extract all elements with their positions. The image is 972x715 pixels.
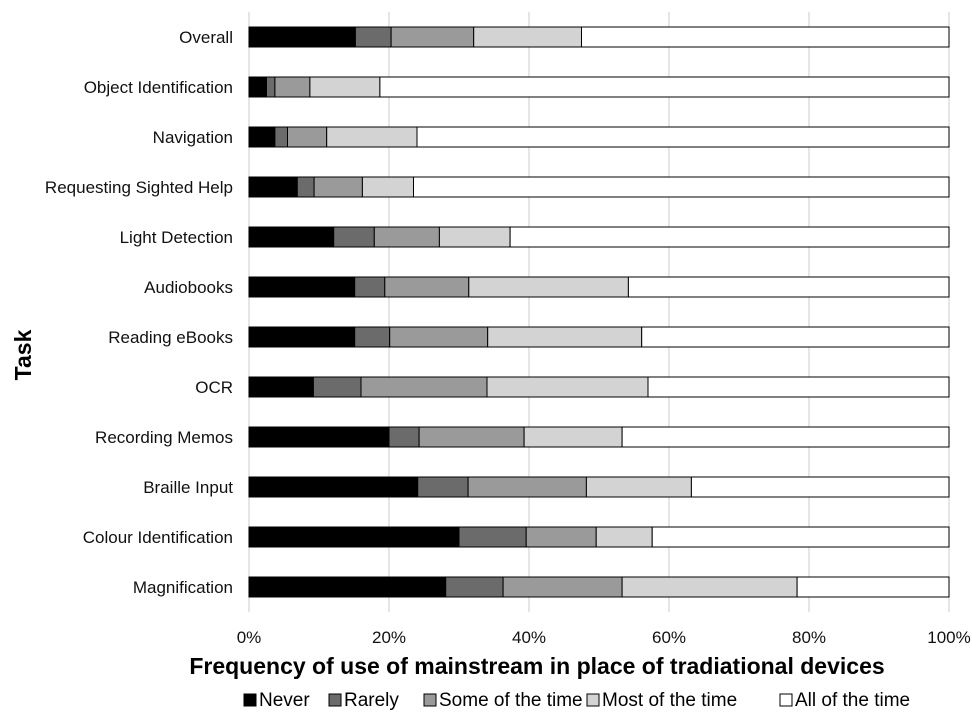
bar-segment-rarely	[354, 276, 386, 298]
legend-label: All of the time	[795, 690, 910, 710]
bar-segment-never	[248, 476, 419, 498]
bar-segment-all-of-the-time	[509, 226, 950, 248]
bar-segment-most-of-the-time	[486, 376, 649, 398]
bar-segment-some-of-the-time	[313, 176, 363, 198]
x-tick-label: 80%	[792, 628, 826, 647]
bar-segment-some-of-the-time	[418, 426, 525, 448]
bar-segment-rarely	[445, 576, 504, 598]
legend-label: Rarely	[344, 690, 399, 710]
category-label: Recording Memos	[95, 428, 233, 447]
bar-segment-never	[248, 326, 356, 348]
bar-segment-all-of-the-time	[690, 476, 950, 498]
bar-segment-most-of-the-time	[473, 26, 583, 48]
x-tick-label: 20%	[372, 628, 406, 647]
x-tick-label: 0%	[237, 628, 262, 647]
bar-segment-all-of-the-time	[416, 126, 950, 148]
bar-segment-some-of-the-time	[384, 276, 470, 298]
category-label: Overall	[179, 28, 233, 47]
bar-segment-all-of-the-time	[413, 176, 950, 198]
bar-segment-some-of-the-time	[389, 326, 489, 348]
category-label: Colour Identification	[83, 528, 233, 547]
x-axis-title: Frequency of use of mainstream in place …	[189, 653, 884, 679]
legend-label: Never	[259, 690, 310, 710]
bar-segment-rarely	[354, 26, 392, 48]
bar-segment-most-of-the-time	[309, 76, 381, 98]
bar-segment-never	[248, 176, 298, 198]
bar-segment-some-of-the-time	[373, 226, 440, 248]
bar-segment-never	[248, 76, 267, 98]
bar-segment-never	[248, 126, 276, 148]
bar-segment-never	[248, 276, 356, 298]
bar-segment-some-of-the-time	[525, 526, 597, 548]
gridlines	[248, 12, 950, 612]
bar-segment-most-of-the-time	[487, 326, 643, 348]
bar-segment-rarely	[388, 426, 420, 448]
category-label: Reading eBooks	[108, 328, 233, 347]
bar-segment-some-of-the-time	[502, 576, 623, 598]
bar-segment-all-of-the-time	[641, 326, 950, 348]
bar-segment-most-of-the-time	[621, 576, 798, 598]
bar-segment-all-of-the-time	[647, 376, 950, 398]
bar-segment-never	[248, 26, 356, 48]
bar-segment-rarely	[312, 376, 362, 398]
bar-segment-all-of-the-time	[796, 576, 950, 598]
bar-segment-some-of-the-time	[287, 126, 328, 148]
x-tick-label: 100%	[927, 628, 970, 647]
bar-segment-most-of-the-time	[468, 276, 629, 298]
bar-segment-some-of-the-time	[467, 476, 587, 498]
bar-segment-never	[248, 526, 460, 548]
x-tick-labels: 0% 20% 40% 60% 80% 100%	[237, 628, 971, 647]
y-axis-title: Task	[10, 329, 36, 380]
legend-label: Some of the time	[439, 690, 583, 710]
legend-swatch	[243, 693, 257, 707]
bar-segment-all-of-the-time	[581, 26, 950, 48]
bar-segment-all-of-the-time	[651, 526, 950, 548]
bar-segment-never	[248, 376, 314, 398]
category-label: Object Identification	[84, 78, 233, 97]
bar-segment-some-of-the-time	[390, 26, 475, 48]
legend: Never Rarely Some of the time Most of the t…	[243, 690, 910, 711]
legend-label: Most of the time	[602, 690, 737, 710]
category-label: Magnification	[133, 578, 233, 597]
bar-segment-most-of-the-time	[595, 526, 653, 548]
bar-segment-most-of-the-time	[523, 426, 623, 448]
bar-segment-rarely	[296, 176, 315, 198]
bar-segment-rarely	[274, 126, 288, 148]
bar-segment-some-of-the-time	[360, 376, 488, 398]
bar-segment-all-of-the-time	[627, 276, 950, 298]
bar-segment-some-of-the-time	[274, 76, 311, 98]
bar-segment-never	[248, 226, 335, 248]
category-label: Audiobooks	[144, 278, 233, 297]
bars	[248, 26, 950, 598]
x-tick-label: 40%	[512, 628, 546, 647]
legend-swatch	[779, 693, 793, 707]
category-label: Light Detection	[120, 228, 233, 247]
bar-segment-most-of-the-time	[585, 476, 692, 498]
bar-segment-rarely	[333, 226, 375, 248]
bar-segment-never	[248, 576, 447, 598]
category-label: Braille Input	[143, 478, 233, 497]
category-label: OCR	[195, 378, 233, 397]
legend-swatch	[586, 693, 600, 707]
x-tick-label: 60%	[652, 628, 686, 647]
bar-segment-rarely	[417, 476, 469, 498]
bar-segment-most-of-the-time	[361, 176, 414, 198]
bar-segment-rarely	[354, 326, 391, 348]
bar-segment-rarely	[458, 526, 527, 548]
legend-swatch	[423, 693, 437, 707]
category-label: Navigation	[153, 128, 233, 147]
bar-segment-most-of-the-time	[326, 126, 418, 148]
bar-segment-never	[248, 426, 390, 448]
category-labels: Overall Object Identification Navigation Re…	[45, 28, 233, 597]
bar-segment-all-of-the-time	[379, 76, 950, 98]
category-label: Requesting Sighted Help	[45, 178, 233, 197]
bar-segment-rarely	[266, 76, 276, 98]
bar-segment-most-of-the-time	[438, 226, 511, 248]
legend-swatch	[328, 693, 342, 707]
bar-segment-all-of-the-time	[621, 426, 950, 448]
